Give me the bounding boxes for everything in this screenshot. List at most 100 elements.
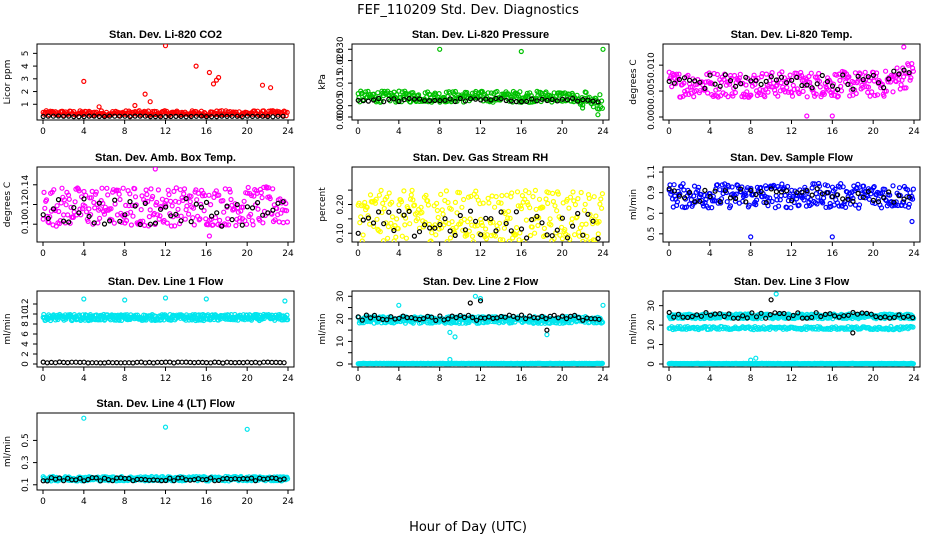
x-tick-label: 24 (282, 249, 294, 259)
data-point (725, 93, 731, 100)
data-point (735, 315, 741, 321)
data-point (564, 97, 571, 103)
y-tick-label: 0.7 (647, 206, 657, 220)
data-point (694, 312, 700, 318)
x-tick-label: 16 (201, 497, 213, 507)
data-point (882, 186, 888, 192)
data-point (364, 204, 370, 210)
data-point (86, 213, 92, 219)
data-point (467, 216, 473, 222)
data-point (714, 182, 721, 188)
data-point (203, 113, 210, 120)
data-point (855, 190, 861, 196)
data-point (749, 310, 755, 316)
data-point (206, 233, 212, 239)
data-point (385, 224, 391, 230)
data-point (81, 359, 87, 365)
data-point (60, 212, 67, 218)
data-point (549, 190, 556, 196)
data-point (886, 76, 892, 82)
data-point (216, 477, 222, 483)
data-point (836, 314, 842, 320)
data-point (753, 314, 760, 320)
data-point (439, 207, 445, 213)
data-point (514, 315, 521, 321)
data-point (123, 202, 129, 208)
data-point (448, 206, 454, 212)
data-point (721, 76, 727, 83)
y-axis-label: kPa (318, 74, 328, 90)
data-point (43, 197, 50, 203)
data-point (814, 201, 820, 207)
data-point (123, 218, 130, 224)
data-point (260, 113, 266, 119)
data-point (101, 113, 108, 120)
data-point (461, 196, 467, 203)
data-point (743, 82, 749, 88)
data-point (788, 89, 794, 95)
data-point (172, 223, 178, 229)
points-group (40, 167, 290, 239)
data-point (787, 72, 793, 78)
data-point (557, 232, 563, 238)
data-point (137, 221, 143, 228)
data-point (589, 221, 596, 227)
data-point (406, 95, 412, 102)
data-point (122, 212, 128, 218)
x-tick-label: 8 (437, 127, 443, 137)
data-point (897, 86, 903, 92)
data-point (425, 202, 431, 208)
data-point (41, 189, 47, 195)
data-point (863, 73, 869, 80)
data-point (276, 219, 282, 225)
data-point (559, 236, 566, 242)
data-point (389, 214, 396, 220)
data-point (359, 317, 365, 323)
y-tick-label: 10 (21, 308, 31, 320)
data-point (856, 202, 863, 208)
data-point (214, 210, 220, 216)
data-point (753, 78, 759, 84)
data-point (795, 310, 801, 316)
data-point (513, 209, 520, 215)
data-point (813, 310, 819, 316)
data-point (691, 193, 697, 199)
data-point (904, 194, 910, 200)
data-point (130, 213, 136, 219)
data-point (492, 204, 498, 210)
data-point (363, 89, 369, 95)
data-point (227, 189, 233, 195)
y-axis-label: degrees C (3, 182, 13, 227)
data-point (671, 80, 677, 86)
data-point (377, 229, 383, 235)
data-point (804, 94, 810, 100)
data-point (865, 189, 871, 195)
data-point (712, 188, 718, 194)
data-point (373, 196, 379, 202)
data-point (71, 113, 77, 120)
data-point (760, 87, 766, 93)
data-point (467, 208, 474, 214)
data-point (905, 204, 912, 210)
data-point (695, 187, 701, 193)
data-point (569, 95, 576, 102)
data-point (195, 359, 201, 365)
data-point (473, 218, 479, 224)
data-point (831, 313, 838, 319)
data-point (428, 238, 434, 242)
data-point (181, 191, 187, 197)
data-point (194, 197, 200, 203)
data-point (81, 415, 87, 421)
data-point (554, 208, 560, 214)
data-point (265, 113, 271, 120)
data-point (599, 105, 606, 111)
data-point (804, 113, 810, 119)
data-point (162, 44, 169, 49)
data-point (840, 72, 846, 78)
x-tick-label: 0 (40, 127, 46, 137)
data-point (442, 97, 448, 103)
data-point (721, 313, 727, 320)
data-point (891, 314, 897, 320)
